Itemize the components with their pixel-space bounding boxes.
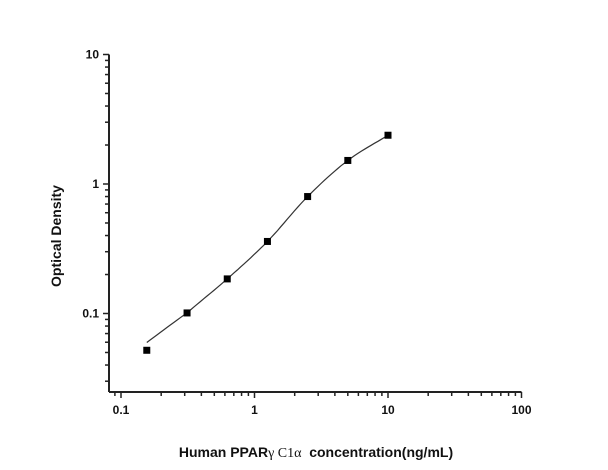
x-tick-label: 100 xyxy=(511,403,531,417)
tick-labels: 0.1 1 10 0.1 1 10 100 xyxy=(82,48,532,418)
data-point-marker xyxy=(344,156,352,164)
y-tick-label: 0.1 xyxy=(82,307,99,321)
data-point-marker xyxy=(384,131,392,139)
y-tick-label: 1 xyxy=(92,177,99,191)
x-tick-label: 1 xyxy=(251,403,258,417)
y-tick-label: 10 xyxy=(86,48,100,62)
data-point-marker xyxy=(263,237,271,245)
data-point-marker xyxy=(304,193,312,201)
data-point-marker xyxy=(183,309,191,317)
axes xyxy=(103,53,523,398)
x-tick-label: 0.1 xyxy=(113,403,130,417)
y-axis-title: Optical Density xyxy=(48,185,64,287)
data-points xyxy=(143,131,392,354)
x-axis-title: Human PPARγ C1α concentration(ng/mL) xyxy=(179,444,453,461)
x-tick-label: 10 xyxy=(381,403,395,417)
data-point-marker xyxy=(223,275,231,283)
data-point-marker xyxy=(143,346,151,354)
